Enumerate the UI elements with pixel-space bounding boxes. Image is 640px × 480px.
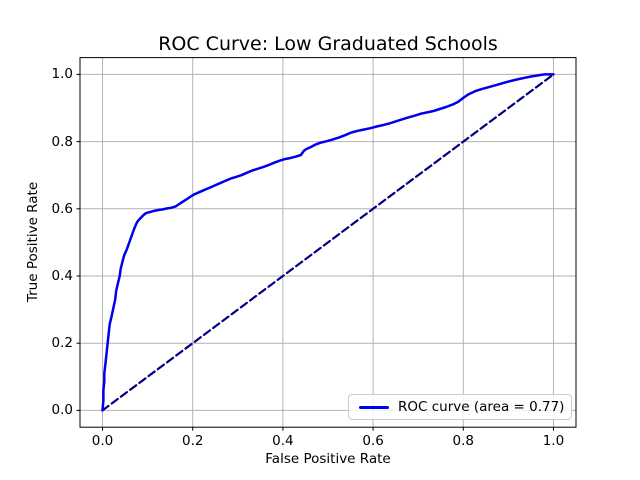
x-axis-label: False Positive Rate [265,451,391,467]
x-tick-label: 1.0 [542,433,565,449]
legend-line-sample [359,405,389,409]
y-axis-label: True Positive Rate [25,181,41,303]
x-tick-label: 0.6 [362,433,384,449]
chart-title: ROC Curve: Low Graduated Schools [158,33,498,55]
chance-diagonal-line [101,73,555,412]
axes-border [79,57,577,428]
roc-curve-line [101,73,555,412]
legend-label: ROC curve (area = 0.77) [398,399,565,415]
x-tick-label: 0.2 [181,433,204,449]
y-tick-label: 0.2 [51,335,73,352]
x-tick-label: 0.4 [272,433,294,449]
x-tick-label: 0.8 [452,433,475,449]
y-tick-label: 0.8 [51,133,73,150]
legend: ROC curve (area = 0.77) [348,394,572,420]
y-tick-label: 1.0 [51,66,73,83]
y-tick-label: 0.4 [51,268,73,284]
y-tick-label: 0.0 [51,402,73,419]
y-tick-label: 0.6 [51,200,73,217]
x-tick-label: 0.0 [91,433,114,449]
